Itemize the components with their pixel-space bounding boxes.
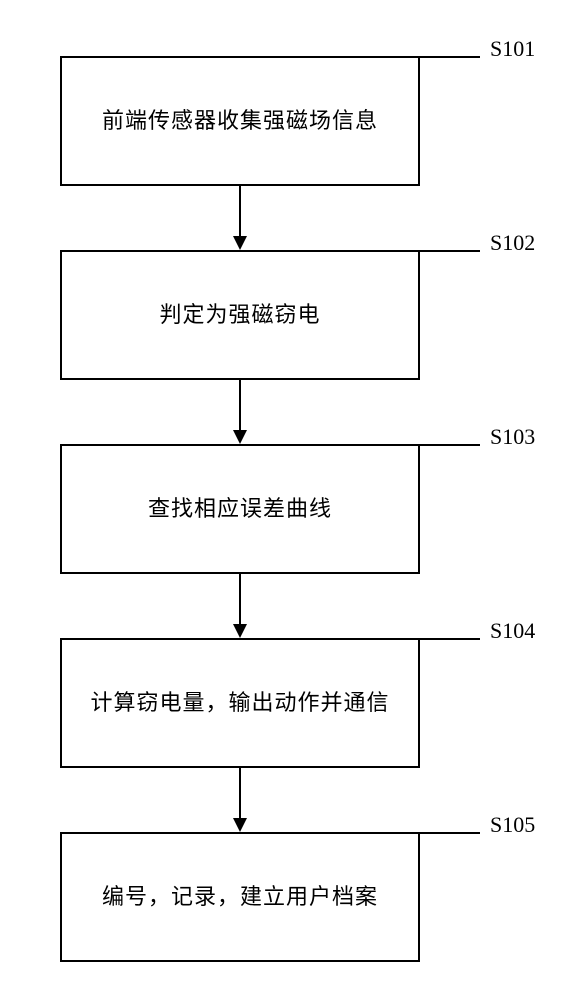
arrow-head-icon: [233, 236, 247, 250]
arrow-head-icon: [233, 624, 247, 638]
step-box-s103: 查找相应误差曲线: [60, 444, 420, 574]
step-label-s103: S103: [490, 424, 535, 450]
step-text: 编号，记录，建立用户档案: [102, 883, 378, 912]
arrow-line: [239, 768, 241, 818]
step-box-s102: 判定为强磁窃电: [60, 250, 420, 380]
step-text: 查找相应误差曲线: [148, 495, 332, 524]
step-text: 前端传感器收集强磁场信息: [102, 107, 378, 136]
step-box-s105: 编号，记录，建立用户档案: [60, 832, 420, 962]
flowchart-canvas: 前端传感器收集强磁场信息 判定为强磁窃电 查找相应误差曲线 计算窃电量，输出动作…: [0, 0, 578, 1000]
leader-line: [420, 444, 480, 446]
step-text: 计算窃电量，输出动作并通信: [90, 689, 389, 718]
step-label-s101: S101: [490, 36, 535, 62]
leader-line: [420, 832, 480, 834]
leader-line: [420, 250, 480, 252]
step-label-s102: S102: [490, 230, 535, 256]
step-label-s105: S105: [490, 812, 535, 838]
arrow-line: [239, 574, 241, 624]
leader-line: [420, 638, 480, 640]
step-text: 判定为强磁窃电: [159, 301, 320, 330]
arrow-head-icon: [233, 430, 247, 444]
step-label-s104: S104: [490, 618, 535, 644]
step-box-s101: 前端传感器收集强磁场信息: [60, 56, 420, 186]
leader-line: [420, 56, 480, 58]
arrow-head-icon: [233, 818, 247, 832]
step-box-s104: 计算窃电量，输出动作并通信: [60, 638, 420, 768]
arrow-line: [239, 380, 241, 430]
arrow-line: [239, 186, 241, 236]
